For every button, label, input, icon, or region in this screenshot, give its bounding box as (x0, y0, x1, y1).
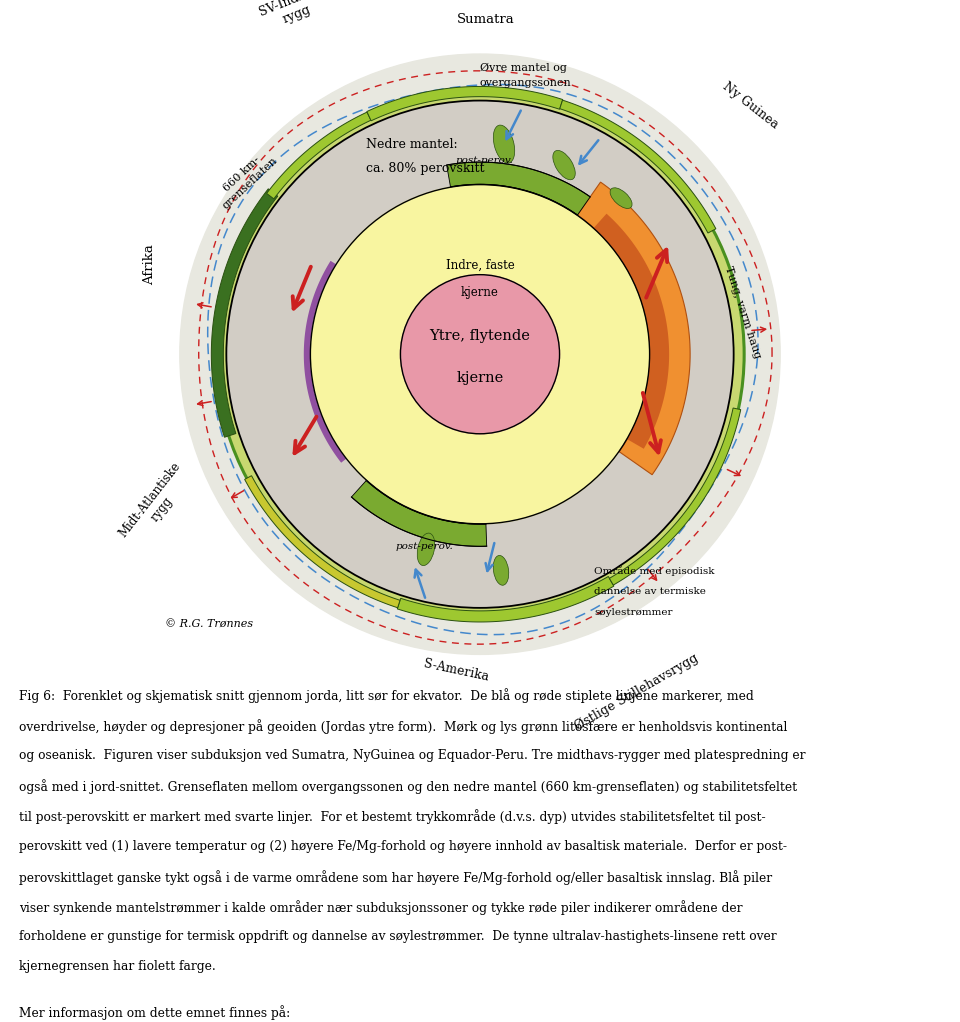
Text: overdrivelse, høyder og depresjoner på geoiden (Jordas ytre form).  Mørk og lys : overdrivelse, høyder og depresjoner på g… (19, 718, 787, 734)
Text: Østlige Stillehavsrygg: Østlige Stillehavsrygg (572, 651, 700, 733)
Polygon shape (303, 261, 347, 463)
Circle shape (400, 275, 560, 433)
Ellipse shape (418, 533, 435, 565)
Text: Indre, faste: Indre, faste (445, 260, 515, 272)
Text: post-perov.: post-perov. (396, 542, 454, 551)
Circle shape (310, 185, 650, 524)
Ellipse shape (610, 188, 632, 208)
Text: Ny Guinea: Ny Guinea (720, 80, 780, 131)
Text: til post-perovskitt er markert med svarte linjer.  For et bestemt trykkområde (d: til post-perovskitt er markert med svart… (19, 809, 766, 824)
Text: S-Amerika: S-Amerika (422, 657, 490, 684)
Text: post-perov.: post-perov. (456, 156, 514, 166)
Text: og oseanisk.  Figuren viser subduksjon ved Sumatra, NyGuinea og Equador-Peru. Tr: og oseanisk. Figuren viser subduksjon ve… (19, 749, 805, 761)
Text: perovskitt ved (1) lavere temperatur og (2) høyere Fe/Mg-forhold og høyere innho: perovskitt ved (1) lavere temperatur og … (19, 839, 787, 852)
Text: kjerne: kjerne (461, 286, 499, 299)
Polygon shape (267, 112, 371, 199)
Text: perovskittlaget ganske tykt også i de varme områdene som har høyere Fe/Mg-forhol: perovskittlaget ganske tykt også i de va… (19, 870, 773, 885)
Polygon shape (397, 576, 613, 622)
Polygon shape (367, 87, 563, 121)
Text: © R.G. Trønnes: © R.G. Trønnes (165, 619, 252, 630)
Text: Fig 6:  Forenklet og skjematisk snitt gjennom jorda, litt sør for ekvator.  De b: Fig 6: Forenklet og skjematisk snitt gje… (19, 689, 754, 703)
Ellipse shape (553, 150, 575, 180)
Polygon shape (351, 480, 487, 547)
Text: Tung, varm haug: Tung, varm haug (723, 265, 762, 360)
Polygon shape (610, 408, 741, 585)
Text: Nedre mantel:: Nedre mantel: (366, 138, 458, 150)
Text: søylestrømmer: søylestrømmer (594, 608, 673, 617)
Text: Midt-Atlantiske
rygg: Midt-Atlantiske rygg (116, 460, 195, 549)
Ellipse shape (493, 555, 509, 586)
Text: SV-Indiske
rygg: SV-Indiske rygg (257, 0, 330, 33)
Polygon shape (446, 162, 590, 215)
Text: ca. 80% perovskitt: ca. 80% perovskitt (366, 161, 485, 175)
Text: Område med episodisk: Område med episodisk (594, 565, 714, 575)
Polygon shape (578, 182, 690, 475)
Circle shape (227, 100, 733, 608)
Text: Ytre, flytende: Ytre, flytende (429, 329, 531, 343)
Text: 660 km-
grenseflaten: 660 km- grenseflaten (212, 146, 279, 211)
Text: Afrika: Afrika (143, 243, 156, 284)
Text: forholdene er gunstige for termisk oppdrift og dannelse av søylestrømmer.  De ty: forholdene er gunstige for termisk oppdr… (19, 930, 777, 943)
Text: Mer informasjon om dette emnet finnes på:: Mer informasjon om dette emnet finnes på… (19, 1005, 291, 1020)
Ellipse shape (493, 125, 515, 164)
Polygon shape (560, 100, 716, 233)
Polygon shape (211, 189, 277, 437)
Wedge shape (216, 90, 744, 618)
Text: kjernegrensen har fiolett farge.: kjernegrensen har fiolett farge. (19, 961, 216, 974)
Polygon shape (245, 475, 400, 608)
Text: viser synkende mantelstrømmer i kalde områder nær subduksjonssoner og tykke røde: viser synkende mantelstrømmer i kalde om… (19, 900, 743, 915)
Text: Sumatra: Sumatra (457, 12, 515, 26)
Text: også med i jord-snittet. Grenseflaten mellom overgangssonen og den nedre mantel : også med i jord-snittet. Grenseflaten me… (19, 779, 798, 794)
Circle shape (180, 54, 780, 654)
Polygon shape (593, 214, 669, 449)
Text: kjerne: kjerne (456, 371, 504, 385)
Text: Øvre mantel og: Øvre mantel og (480, 62, 566, 73)
Text: overgangssonen: overgangssonen (480, 78, 572, 88)
Text: dannelse av termiske: dannelse av termiske (594, 587, 706, 596)
